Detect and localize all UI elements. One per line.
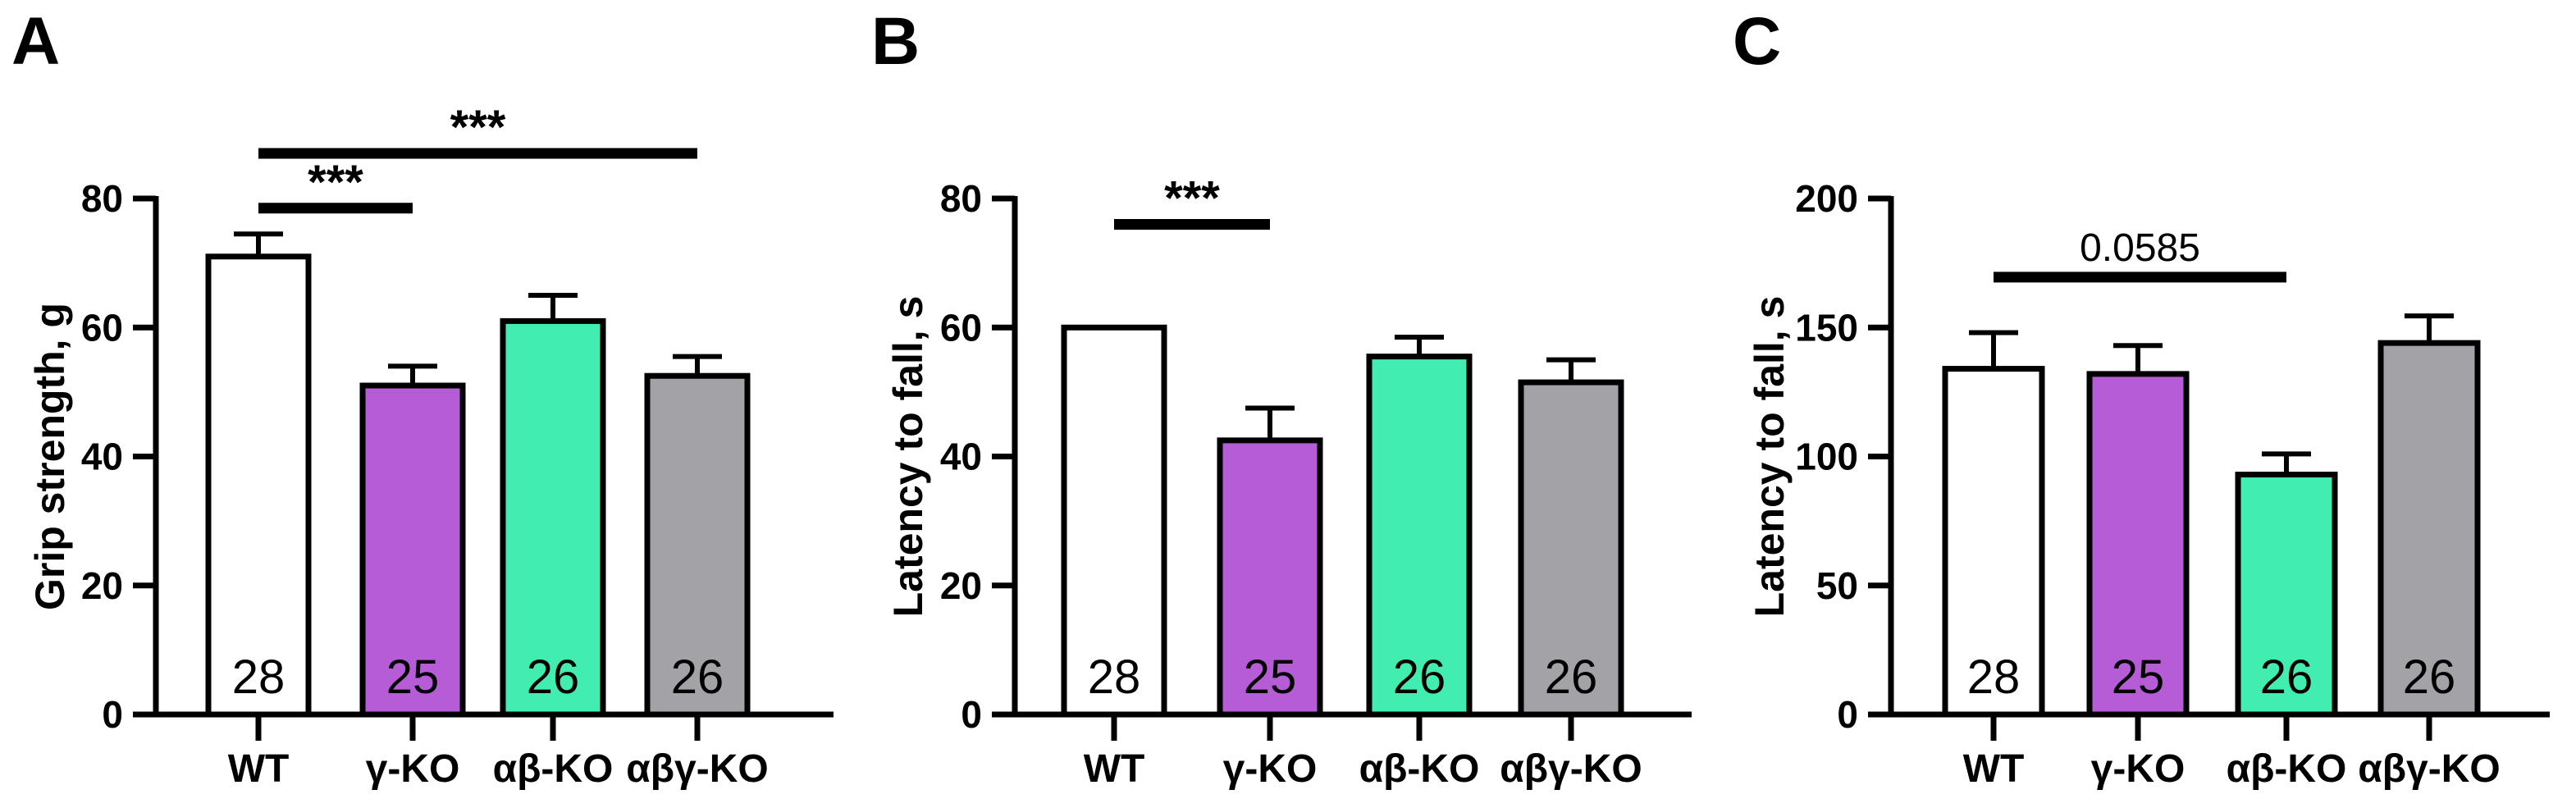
y-tick-label: 60: [940, 306, 982, 349]
bar-αβ-KO: [500, 317, 606, 718]
panel-c-bar-chart: 0 50 100 150 200 Latency to fall, s 28 WT 25 γ-KO…: [1747, 177, 2550, 791]
significance-label: 0.0585: [2080, 226, 2200, 270]
y-tick-label: 200: [1795, 177, 1858, 220]
y-tick-label: 80: [81, 177, 123, 220]
significance-label: ***: [1164, 171, 1220, 225]
y-tick-label: 0: [102, 693, 123, 736]
significance-label: ***: [450, 101, 506, 154]
n-label: 25: [1244, 651, 1297, 704]
x-category-label: γ-KO: [366, 747, 460, 791]
bar-WT: [1061, 324, 1167, 718]
y-tick-label: 40: [81, 436, 123, 478]
bar-αβγ-KO: [1518, 379, 1624, 718]
n-label: 26: [2260, 651, 2313, 704]
panel-label-b: B: [871, 4, 920, 79]
y-tick-label: 0: [1837, 693, 1858, 736]
x-category-label: γ-KO: [2091, 747, 2185, 791]
n-label: 26: [1545, 651, 1598, 704]
n-label: 26: [527, 651, 580, 704]
x-category-label: αβ-KO: [1359, 747, 1480, 791]
x-category-label: αβ-KO: [493, 747, 614, 791]
y-tick-label: 60: [81, 306, 123, 349]
bar-γ-KO: [359, 382, 466, 718]
y-tick-label: 20: [940, 564, 982, 607]
panel-label-c: C: [1733, 4, 1782, 79]
bar-γ-KO: [2086, 371, 2190, 718]
panel-a-bar-chart: 0 20 40 60 80 Grip strength, g 28 WT 25 γ-KO 26 αβ-…: [27, 101, 834, 791]
x-category-label: WT: [1084, 747, 1145, 791]
x-category-label: WT: [228, 747, 290, 791]
bar-WT: [205, 253, 312, 718]
bar-WT: [1942, 366, 2045, 718]
bar-γ-KO: [1217, 437, 1323, 718]
bar-αβγ-KO: [644, 372, 751, 718]
y-axis-title: Grip strength, g: [27, 303, 73, 610]
n-label: 26: [671, 651, 724, 704]
y-tick-label: 20: [81, 564, 123, 607]
x-category-label: αβγ-KO: [2358, 747, 2500, 791]
x-category-label: αβγ-KO: [1500, 747, 1642, 791]
n-label: 26: [2403, 651, 2456, 704]
x-category-label: αβ-KO: [2227, 747, 2347, 791]
y-axis-title: Latency to fall, s: [1747, 296, 1793, 618]
x-category-label: αβγ-KO: [626, 747, 768, 791]
y-tick-label: 0: [961, 693, 982, 736]
x-category-label: γ-KO: [1223, 747, 1318, 791]
y-tick-label: 100: [1795, 436, 1858, 478]
y-tick-label: 50: [1816, 564, 1858, 607]
y-axis-title: Latency to fall, s: [885, 296, 931, 618]
x-category-label: WT: [1963, 747, 2025, 791]
bar-αβ-KO: [2235, 472, 2338, 718]
significance-label: ***: [308, 156, 363, 209]
bar-αβγ-KO: [2377, 340, 2481, 718]
bar-αβ-KO: [1366, 354, 1473, 718]
n-label: 28: [1088, 651, 1141, 704]
panel-b-bar-chart: 0 20 40 60 80 Latency to fall, s 28 WT 25 γ-KO 26 α…: [885, 171, 1692, 791]
n-label: 28: [1967, 651, 2021, 704]
n-label: 28: [232, 651, 285, 704]
y-tick-label: 150: [1795, 306, 1858, 349]
n-label: 25: [2112, 651, 2165, 704]
y-tick-label: 80: [940, 177, 982, 220]
panel-label-a: A: [11, 4, 61, 79]
n-label: 25: [386, 651, 440, 704]
n-label: 26: [1393, 651, 1446, 704]
y-tick-label: 40: [940, 436, 982, 478]
